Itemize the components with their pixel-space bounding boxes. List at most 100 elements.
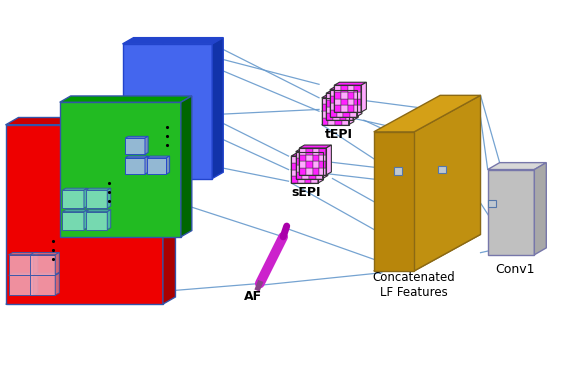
Text: Conv1: Conv1 <box>495 263 534 276</box>
Polygon shape <box>341 85 347 92</box>
Polygon shape <box>341 99 347 105</box>
Polygon shape <box>291 169 298 176</box>
Polygon shape <box>313 148 319 155</box>
Polygon shape <box>9 273 38 276</box>
Polygon shape <box>336 96 343 103</box>
Polygon shape <box>334 99 341 105</box>
Polygon shape <box>328 118 335 125</box>
Polygon shape <box>163 117 175 304</box>
Polygon shape <box>350 110 357 117</box>
Polygon shape <box>328 111 335 118</box>
Polygon shape <box>342 98 349 104</box>
Polygon shape <box>305 169 311 176</box>
Polygon shape <box>347 85 355 92</box>
Polygon shape <box>55 253 59 274</box>
Polygon shape <box>306 155 313 161</box>
Polygon shape <box>84 188 87 208</box>
Polygon shape <box>316 158 323 165</box>
Polygon shape <box>355 92 361 99</box>
Polygon shape <box>291 153 323 156</box>
Polygon shape <box>298 176 305 183</box>
Polygon shape <box>323 149 328 179</box>
Polygon shape <box>311 163 318 169</box>
Polygon shape <box>394 167 402 175</box>
Polygon shape <box>340 93 346 100</box>
Polygon shape <box>326 113 333 120</box>
Polygon shape <box>343 110 350 117</box>
Polygon shape <box>361 82 366 112</box>
Polygon shape <box>311 176 318 183</box>
Polygon shape <box>328 98 335 104</box>
Polygon shape <box>330 103 336 110</box>
Polygon shape <box>335 104 342 111</box>
Polygon shape <box>322 98 328 104</box>
Polygon shape <box>9 276 33 295</box>
Polygon shape <box>306 148 313 155</box>
Polygon shape <box>322 118 328 125</box>
Polygon shape <box>326 107 333 113</box>
Polygon shape <box>125 158 145 174</box>
Polygon shape <box>299 148 306 155</box>
Polygon shape <box>302 172 309 179</box>
Polygon shape <box>122 38 223 44</box>
Polygon shape <box>181 96 192 237</box>
Polygon shape <box>309 158 316 165</box>
Polygon shape <box>298 156 305 163</box>
Polygon shape <box>107 188 111 208</box>
Polygon shape <box>350 103 357 110</box>
Polygon shape <box>33 273 38 295</box>
Polygon shape <box>298 163 305 169</box>
Polygon shape <box>311 156 318 163</box>
Polygon shape <box>374 95 481 132</box>
Polygon shape <box>340 100 346 107</box>
Polygon shape <box>146 156 169 158</box>
Polygon shape <box>125 156 148 158</box>
Polygon shape <box>60 96 192 102</box>
Polygon shape <box>84 210 87 229</box>
Polygon shape <box>306 168 313 175</box>
Polygon shape <box>343 103 350 110</box>
Polygon shape <box>336 110 343 117</box>
Polygon shape <box>291 163 298 169</box>
Polygon shape <box>296 152 302 158</box>
Polygon shape <box>6 117 175 125</box>
Polygon shape <box>343 96 350 103</box>
Polygon shape <box>333 100 340 107</box>
Polygon shape <box>55 273 59 295</box>
Polygon shape <box>305 176 311 183</box>
Polygon shape <box>122 44 212 179</box>
Polygon shape <box>335 98 342 104</box>
Polygon shape <box>349 95 354 125</box>
Polygon shape <box>319 161 326 168</box>
Polygon shape <box>326 145 331 175</box>
Polygon shape <box>299 168 306 175</box>
Polygon shape <box>305 163 311 169</box>
Polygon shape <box>326 100 333 107</box>
Polygon shape <box>342 104 349 111</box>
Polygon shape <box>291 156 298 163</box>
Polygon shape <box>316 152 323 158</box>
Polygon shape <box>330 110 336 117</box>
Polygon shape <box>313 155 319 161</box>
Polygon shape <box>302 165 309 172</box>
Polygon shape <box>30 253 59 255</box>
Polygon shape <box>333 93 340 100</box>
Polygon shape <box>374 132 414 271</box>
Polygon shape <box>333 107 340 113</box>
Polygon shape <box>299 145 331 148</box>
Polygon shape <box>30 276 55 295</box>
Polygon shape <box>9 255 33 274</box>
Polygon shape <box>298 169 305 176</box>
Polygon shape <box>341 105 347 112</box>
Polygon shape <box>334 92 341 99</box>
Polygon shape <box>311 169 318 176</box>
Polygon shape <box>326 90 358 93</box>
Polygon shape <box>319 148 326 155</box>
Polygon shape <box>322 104 328 111</box>
Polygon shape <box>316 172 323 179</box>
Polygon shape <box>333 113 340 120</box>
Polygon shape <box>488 163 546 169</box>
Polygon shape <box>534 163 546 255</box>
Polygon shape <box>309 152 316 158</box>
Polygon shape <box>342 118 349 125</box>
